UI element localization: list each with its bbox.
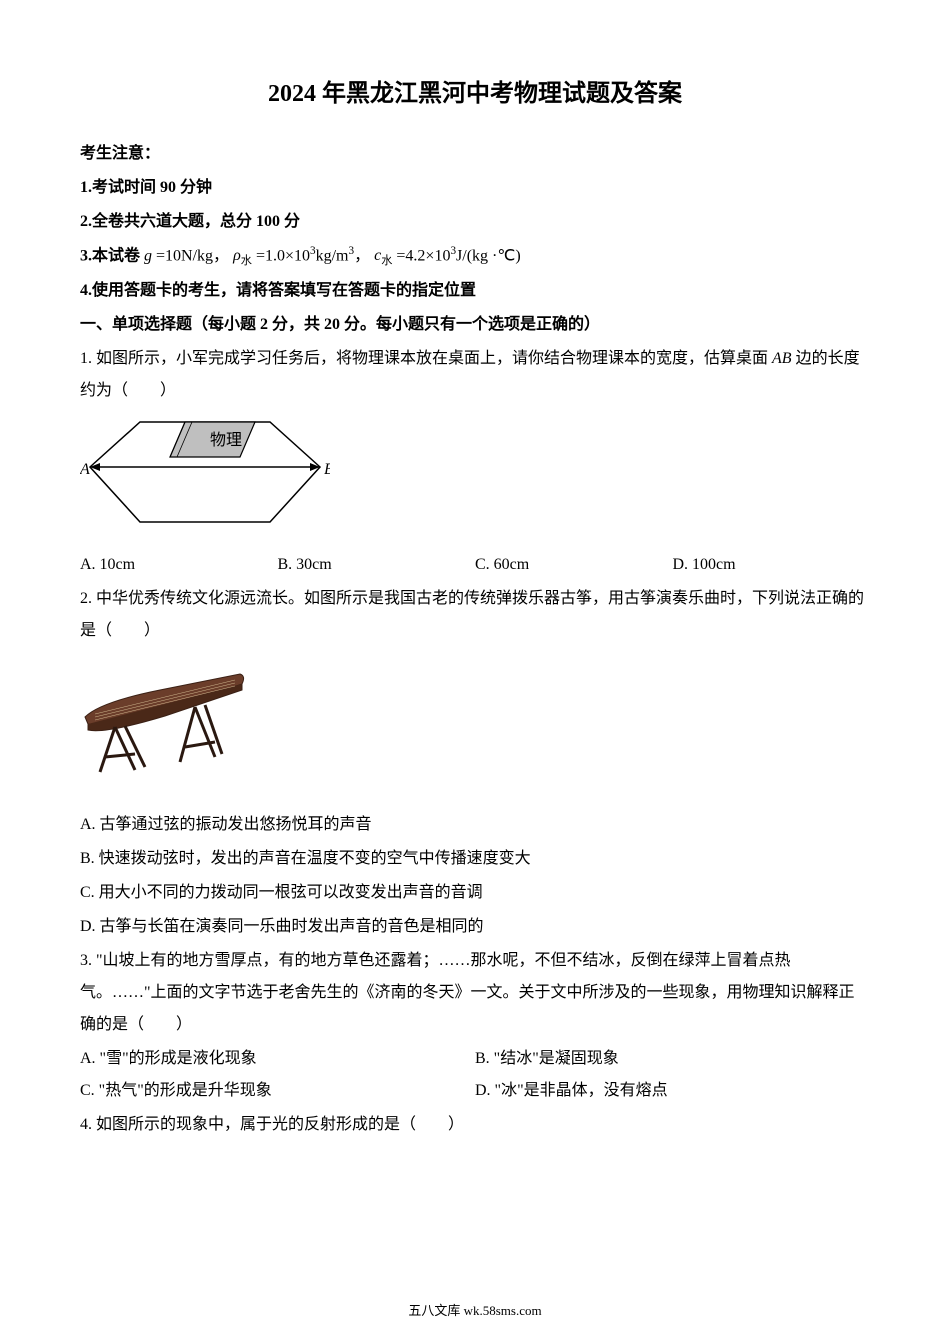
q1-diagram: 物理 A B: [80, 412, 870, 544]
q3-opt-c: C. "热气"的形成是升华现象: [80, 1075, 475, 1107]
i3-g-eq: =10N/kg: [152, 247, 213, 264]
i3-sep1: ，: [213, 247, 229, 264]
q2-text: 2. 中华优秀传统文化源远流长。如图所示是我国古老的传统弹拨乐器古筝，用古筝演奏…: [80, 583, 870, 647]
i3-sep2: ，: [354, 247, 370, 264]
q3-options-row2: C. "热气"的形成是升华现象 D. "冰"是非晶体，没有熔点: [80, 1075, 870, 1107]
i3-rho-unit: kg/m: [316, 247, 349, 264]
q1-options: A. 10cm B. 30cm C. 60cm D. 100cm: [80, 549, 870, 581]
instruction-4: 4.使用答题卡的考生，请将答案填写在答题卡的指定位置: [80, 275, 870, 307]
q1-opt-b: B. 30cm: [278, 549, 476, 581]
q2-opt-d: D. 古筝与长笛在演奏同一乐曲时发出声音的音色是相同的: [80, 911, 870, 943]
q1-text: 1. 如图所示，小军完成学习任务后，将物理课本放在桌面上，请你结合物理课本的宽度…: [80, 343, 870, 407]
i3-prefix: 3.本试卷: [80, 247, 140, 264]
instruction-2: 2.全卷共六道大题，总分 100 分: [80, 206, 870, 238]
q2-opt-b: B. 快速拨动弦时，发出的声音在温度不变的空气中传播速度变大: [80, 843, 870, 875]
q2-image: [80, 662, 870, 794]
instruction-1: 1.考试时间 90 分钟: [80, 172, 870, 204]
q3-options-row1: A. "雪"的形成是液化现象 B. "结冰"是凝固现象: [80, 1043, 870, 1075]
label-B: B: [324, 461, 330, 478]
i3-rho: ρ水: [233, 247, 252, 264]
q3-opt-b: B. "结冰"是凝固现象: [475, 1043, 870, 1075]
q2-opt-c: C. 用大小不同的力拨动同一根弦可以改变发出声音的音调: [80, 877, 870, 909]
arrow-left: [90, 463, 100, 471]
i3-c-eq: =4.2×10: [392, 247, 450, 264]
page-footer: 五八文库 wk.58sms.com: [0, 1298, 950, 1324]
q1-opt-d: D. 100cm: [673, 549, 871, 581]
i3-c-unit: J/(kg ·℃): [456, 247, 521, 264]
q4-text: 4. 如图所示的现象中，属于光的反射形成的是（ ）: [80, 1109, 870, 1141]
i3-g: g: [144, 247, 152, 264]
guzheng-body: [85, 674, 244, 731]
page-title: 2024 年黑龙江黑河中考物理试题及答案: [80, 70, 870, 118]
q1-ab: AB: [772, 350, 796, 367]
q3-text: 3. "山坡上有的地方雪厚点，有的地方草色还露着；……那水呢，不但不结冰，反倒在…: [80, 945, 870, 1041]
q1-opt-c: C. 60cm: [475, 549, 673, 581]
i3-rho-eq: =1.0×10: [252, 247, 310, 264]
q1-text-a: 1. 如图所示，小军完成学习任务后，将物理课本放在桌面上，请你结合物理课本的宽度…: [80, 350, 772, 367]
instruction-3: 3.本试卷 g =10N/kg， ρ水 =1.0×103kg/m3， c水 =4…: [80, 240, 870, 273]
q3-opt-a: A. "雪"的形成是液化现象: [80, 1043, 475, 1075]
i3-c: c水: [374, 247, 392, 264]
section-1-head: 一、单项选择题（每小题 2 分，共 20 分。每小题只有一个选项是正确的）: [80, 309, 870, 341]
q2-opt-a: A. 古筝通过弦的振动发出悠扬悦耳的声音: [80, 809, 870, 841]
q1-opt-a: A. 10cm: [80, 549, 278, 581]
book-label: 物理: [210, 431, 242, 449]
label-A: A: [80, 461, 90, 478]
q3-opt-d: D. "冰"是非晶体，没有熔点: [475, 1075, 870, 1107]
arrow-right: [310, 463, 320, 471]
notice-header: 考生注意：: [80, 138, 870, 170]
